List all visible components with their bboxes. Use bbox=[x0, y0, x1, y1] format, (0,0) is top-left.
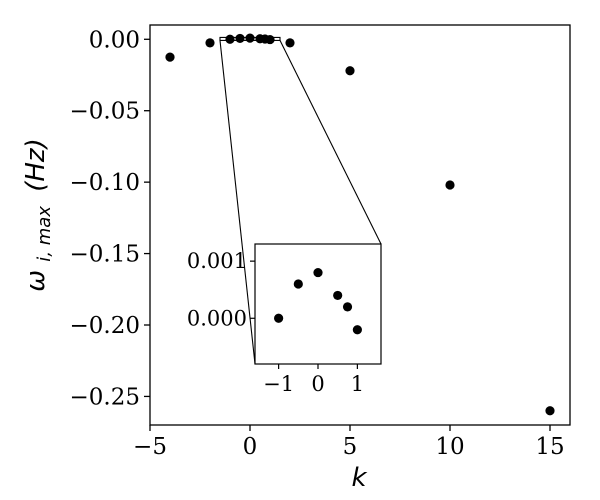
inset-data-point bbox=[293, 279, 303, 289]
data-point bbox=[225, 34, 235, 44]
y-axis-title-subscript: i, max bbox=[34, 206, 55, 262]
zoom-connector-line bbox=[279, 40, 382, 245]
x-tick-label: 10 bbox=[435, 434, 464, 460]
y-tick-label: −0.20 bbox=[70, 313, 140, 339]
inset-x-tick-label: 0 bbox=[311, 372, 324, 396]
inset-data-point bbox=[333, 290, 343, 301]
zoom-region-box bbox=[219, 36, 281, 41]
inset-x-tick-label: −1 bbox=[263, 372, 294, 396]
data-point bbox=[265, 34, 275, 45]
inset-data-point bbox=[313, 267, 323, 278]
data-point bbox=[285, 38, 295, 48]
data-point bbox=[445, 180, 455, 190]
data-point bbox=[205, 38, 215, 48]
zoom-connector-lines bbox=[219, 40, 382, 365]
data-point bbox=[165, 52, 175, 62]
main-plot: −5 0 5 10 150.00−0.05−0.10−0.15−0.20−0.25 bbox=[70, 24, 571, 460]
svg-text:ω i, max (Hz): ω i, max (Hz) bbox=[21, 138, 57, 291]
x-tick-label: 5 bbox=[343, 434, 358, 460]
y-tick-label: 0.00 bbox=[89, 27, 140, 53]
y-tick-label: −0.15 bbox=[70, 242, 140, 268]
data-point bbox=[345, 66, 355, 76]
inset-frame bbox=[254, 243, 382, 365]
y-axis-title-unit: (Hz) bbox=[21, 138, 51, 192]
inset-x-tick-label: 1 bbox=[351, 372, 364, 396]
inset-plot: −1 0 1 0.001 0.000 bbox=[187, 243, 382, 396]
inset-y-tick-label: 0.001 bbox=[187, 249, 247, 273]
data-point bbox=[245, 33, 255, 43]
zoom-connector-line bbox=[219, 40, 256, 365]
x-tick-label: −5 bbox=[133, 434, 167, 460]
x-tick-label: 15 bbox=[535, 434, 564, 460]
inset-data-point bbox=[274, 313, 284, 323]
x-axis-title: k bbox=[351, 463, 367, 493]
data-point bbox=[545, 406, 555, 416]
y-tick-label: −0.05 bbox=[70, 99, 140, 125]
y-tick-label: −0.25 bbox=[70, 384, 140, 410]
plot-frame bbox=[149, 24, 571, 426]
data-point bbox=[235, 33, 245, 44]
y-axis-title-symbol: ω bbox=[21, 270, 51, 292]
inset-y-tick-label: 0.000 bbox=[187, 306, 247, 330]
inset-data-point bbox=[352, 325, 362, 335]
y-axis-title: ω i, max (Hz) bbox=[21, 138, 57, 291]
inset-data-point bbox=[342, 302, 353, 312]
x-tick-label: 0 bbox=[243, 434, 258, 460]
y-tick-label: −0.10 bbox=[70, 170, 140, 196]
